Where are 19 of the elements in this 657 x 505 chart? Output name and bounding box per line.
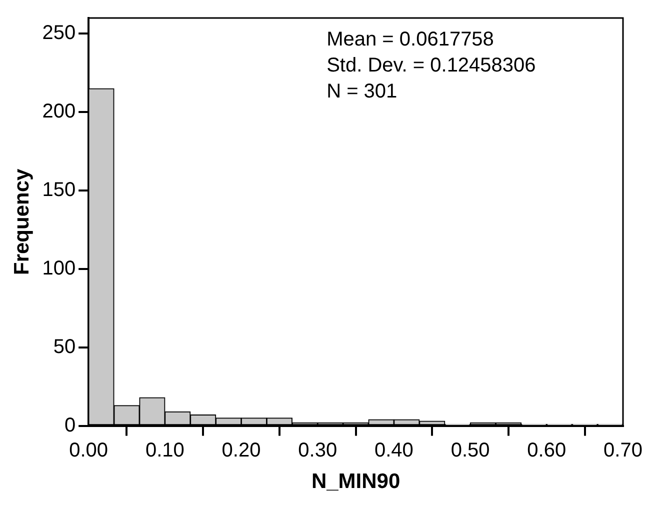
y-tick-label: 100 [42,257,76,280]
x-tick-label: 0.70 [604,439,642,462]
y-tick-label: 200 [42,100,76,123]
x-tick-label: 0.00 [69,439,108,462]
x-tick-label: 0.50 [450,439,490,462]
y-tick-label: 250 [42,22,76,44]
y-tick-label: 150 [42,179,76,202]
x-tick-label: 0.20 [222,439,261,462]
annotation: N = 301 [326,80,398,103]
annotation: Std. Dev. = 0.12458306 [326,54,536,77]
y-axis-title: Frequency [10,168,34,275]
x-tick-label: 0.30 [298,439,338,462]
y-tick-label: 0 [64,414,76,436]
x-tick-label: 0.60 [527,439,566,462]
x-tick-label: 0.40 [374,439,414,462]
annotation: Mean = 0.0617758 [326,28,494,51]
x-axis-title: N_MIN90 [311,470,400,494]
y-tick-label: 50 [53,336,76,358]
x-tick-label: 0.10 [145,439,184,462]
